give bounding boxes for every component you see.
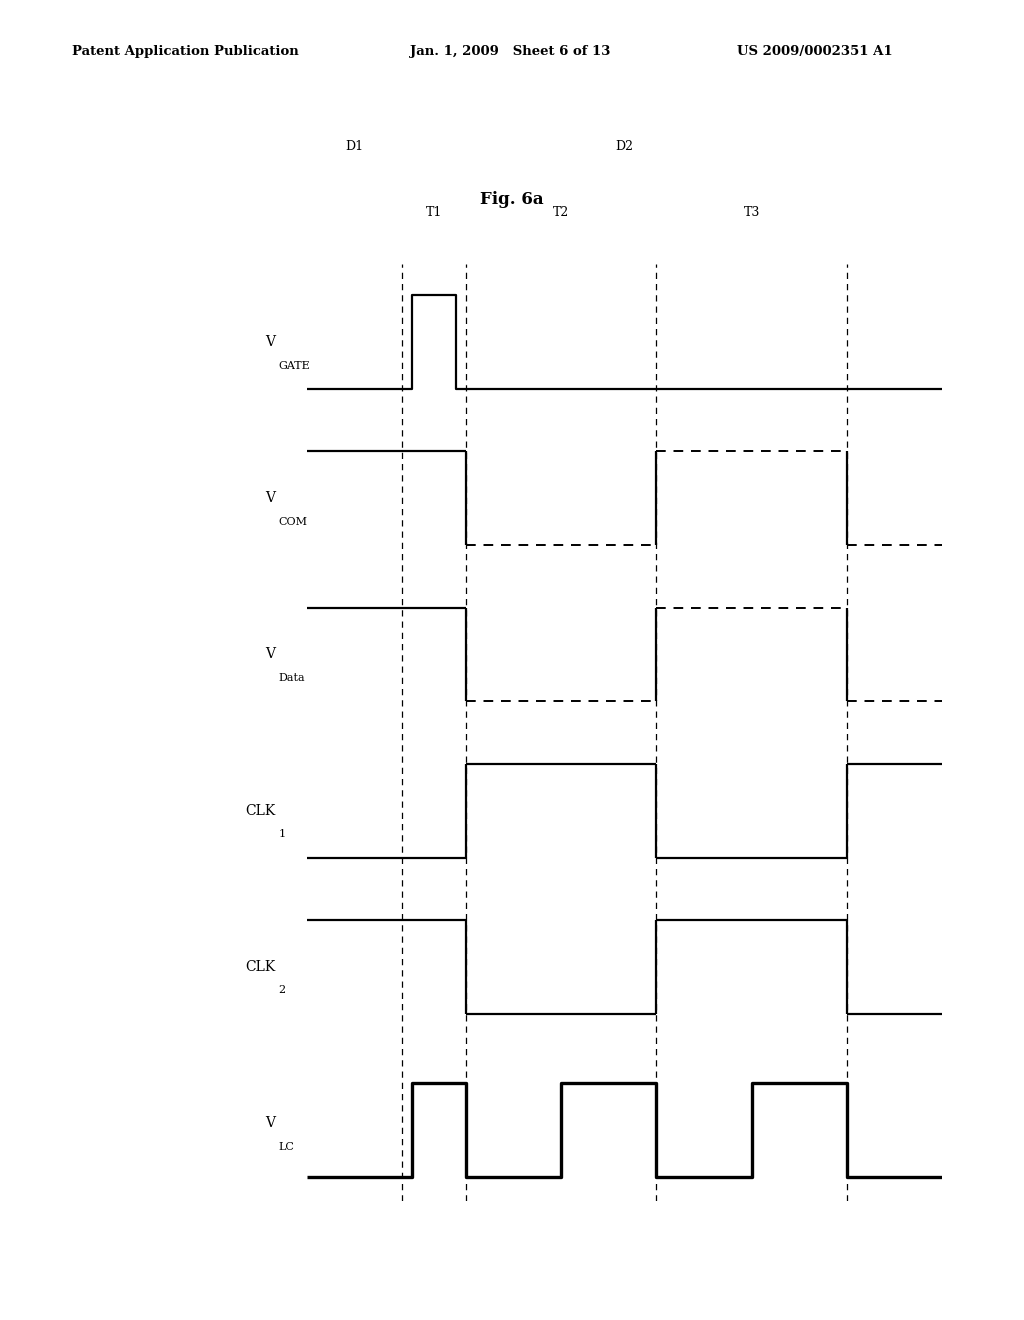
Text: Fig. 6a: Fig. 6a (480, 191, 544, 209)
Text: 2: 2 (279, 985, 286, 995)
Text: LC: LC (279, 1142, 295, 1151)
Text: COM: COM (279, 516, 307, 527)
Text: D2: D2 (615, 140, 634, 153)
Text: V: V (265, 1117, 275, 1130)
Text: US 2009/0002351 A1: US 2009/0002351 A1 (737, 45, 893, 58)
Text: V: V (265, 335, 275, 348)
Text: V: V (265, 648, 275, 661)
Text: V: V (265, 491, 275, 506)
Text: T3: T3 (743, 206, 760, 219)
Text: Patent Application Publication: Patent Application Publication (72, 45, 298, 58)
Text: Data: Data (279, 673, 305, 682)
Text: CLK: CLK (245, 804, 275, 817)
Text: 1: 1 (279, 829, 286, 840)
Text: D1: D1 (346, 140, 364, 153)
Text: T2: T2 (553, 206, 569, 219)
Text: GATE: GATE (279, 360, 310, 371)
Text: Jan. 1, 2009   Sheet 6 of 13: Jan. 1, 2009 Sheet 6 of 13 (410, 45, 610, 58)
Text: T1: T1 (426, 206, 442, 219)
Text: CLK: CLK (245, 960, 275, 974)
